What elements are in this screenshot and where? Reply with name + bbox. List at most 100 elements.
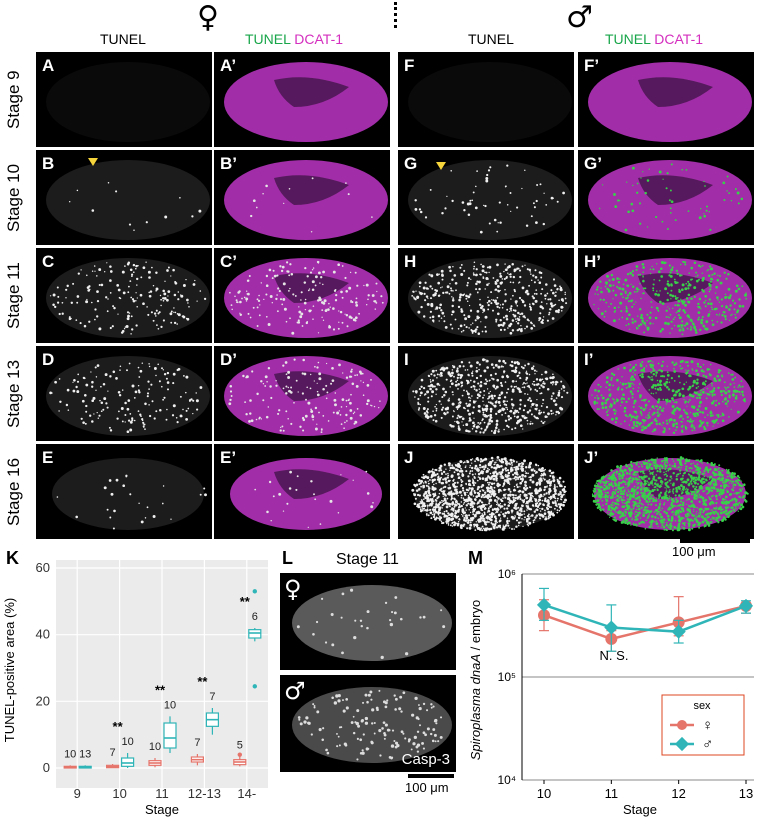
significance-label: ** bbox=[197, 674, 208, 689]
x-tick-label: 9 bbox=[74, 786, 81, 801]
x-tick-label: 14- bbox=[237, 786, 256, 801]
legend-title: sex bbox=[693, 700, 711, 712]
panel-l-male-embryo bbox=[292, 687, 452, 763]
chart-m-ylabel: Spiroplasma dnaA / embryo bbox=[468, 600, 483, 760]
x-tick-label: 11 bbox=[155, 786, 169, 801]
significance-label: ** bbox=[113, 719, 124, 734]
stage-label-11: Stage 11 bbox=[4, 262, 23, 329]
female-symbol-header: ♀ bbox=[197, 0, 219, 35]
embryo-image bbox=[408, 62, 572, 142]
panel-label: C’ bbox=[220, 252, 237, 271]
box-0-4 bbox=[233, 752, 247, 767]
x-tick-label: 10 bbox=[112, 786, 126, 801]
legend-label-female: ♀ bbox=[702, 717, 713, 734]
sample-size-label: 10 bbox=[121, 736, 133, 748]
significance-label: ** bbox=[155, 682, 166, 697]
series-0 bbox=[538, 596, 752, 652]
micrograph-c-prime: C’ bbox=[214, 248, 390, 343]
y-tick-label: 0 bbox=[43, 760, 50, 775]
y-tick-label: 20 bbox=[36, 693, 50, 708]
panel-label: J bbox=[404, 448, 414, 467]
scale-bar-l bbox=[408, 774, 454, 778]
panel-label: G’ bbox=[584, 154, 602, 173]
embryo-image bbox=[588, 160, 752, 240]
micrograph-i-prime: I’ bbox=[578, 346, 754, 441]
micrograph-a: A bbox=[36, 52, 212, 147]
embryo-image bbox=[408, 160, 572, 240]
panel-label: B’ bbox=[220, 154, 237, 173]
panel-label: H bbox=[404, 252, 417, 271]
micrograph-g-prime: G’ bbox=[578, 150, 754, 245]
panel-label: E bbox=[42, 448, 54, 467]
tunel-dcat-header-female: TUNEL DCAT-1 bbox=[245, 31, 344, 47]
panel-l-female-embryo bbox=[292, 585, 452, 661]
chart-k-ylabel: TUNEL-positive area (%) bbox=[2, 598, 17, 743]
embryo-image bbox=[46, 158, 210, 240]
panel-l-male-image: ♂ Casp-3 bbox=[280, 675, 456, 772]
micrograph-j: J bbox=[398, 444, 574, 539]
box-1-1 bbox=[120, 753, 135, 768]
embryo-image bbox=[230, 458, 382, 530]
embryo-image bbox=[408, 356, 572, 436]
panel-label: C bbox=[42, 252, 55, 271]
sample-size-label: 10 bbox=[64, 748, 76, 760]
sample-size-label: 10 bbox=[149, 741, 161, 753]
panel-label: H’ bbox=[584, 252, 601, 271]
box-0-0 bbox=[63, 765, 77, 769]
micrograph-i: I bbox=[398, 346, 574, 441]
x-tick-label: 10 bbox=[537, 786, 551, 801]
panel-label: I bbox=[404, 350, 409, 369]
y-tick-label: 10⁶ bbox=[498, 567, 516, 581]
sample-size-label: 10 bbox=[164, 699, 176, 711]
panel-label: F’ bbox=[584, 56, 600, 75]
panel-label-l: L bbox=[282, 548, 293, 568]
micrograph-d-prime: D’ bbox=[214, 346, 390, 441]
tunel-dcat-header-male: TUNEL DCAT-1 bbox=[605, 31, 704, 47]
embryo-image bbox=[46, 356, 210, 436]
embryo-image bbox=[408, 258, 572, 338]
panel-l-female-image: ♀ bbox=[280, 573, 456, 670]
legend-label-male: ♂ bbox=[702, 736, 713, 753]
embryo-image bbox=[46, 258, 210, 338]
stage-label-9: Stage 9 bbox=[4, 70, 23, 129]
chart-m: 10⁴ 10⁵ 10⁶ 10 11 12 13 Spiroplasma dnaA / emb… bbox=[468, 567, 754, 817]
scale-label-l: 100 μm bbox=[405, 780, 449, 795]
panel-label-k: K bbox=[6, 548, 19, 568]
sex-divider bbox=[394, 2, 397, 28]
arrowhead-icon bbox=[436, 162, 446, 170]
embryo-image bbox=[411, 456, 567, 532]
chart-k-xlabel: Stage bbox=[145, 802, 179, 817]
embryo-image bbox=[224, 258, 388, 338]
embryo-image bbox=[224, 160, 388, 240]
panel-label: D bbox=[42, 350, 55, 369]
y-tick-label: 10⁵ bbox=[498, 670, 516, 684]
micrograph-b: B bbox=[36, 150, 212, 245]
scale-bar-top bbox=[680, 539, 750, 543]
panel-label: D’ bbox=[220, 350, 237, 369]
panel-label: A’ bbox=[220, 56, 237, 75]
scale-label-top: 100 μm bbox=[672, 544, 716, 559]
box-0-1 bbox=[105, 764, 120, 769]
micrograph-f: F bbox=[398, 52, 574, 147]
embryo-image bbox=[46, 62, 210, 142]
micrograph-e: E bbox=[36, 444, 212, 539]
panel-l-casp-label: Casp-3 bbox=[401, 751, 450, 768]
panel-label-m: M bbox=[468, 548, 483, 568]
sample-size-label: 7 bbox=[209, 691, 215, 703]
box-1-4 bbox=[248, 589, 262, 689]
box-1-2 bbox=[163, 716, 177, 753]
panel-label: E’ bbox=[220, 448, 237, 467]
legend-marker-male bbox=[674, 736, 690, 752]
sample-size-label: 6 bbox=[252, 611, 258, 623]
y-tick-label: 10⁴ bbox=[497, 773, 516, 787]
embryo-image bbox=[588, 258, 752, 338]
y-tick-label: 40 bbox=[36, 627, 50, 642]
male-symbol-header: ♂ bbox=[566, 0, 593, 35]
box-1-3 bbox=[205, 708, 219, 735]
panel-l-female-symbol: ♀ bbox=[284, 575, 302, 603]
x-tick-label: 12 bbox=[671, 786, 685, 801]
sample-size-label: 7 bbox=[110, 747, 116, 759]
stage-label-13: Stage 13 bbox=[4, 359, 23, 428]
embryo-image bbox=[588, 62, 752, 142]
micrograph-c: C bbox=[36, 248, 212, 343]
